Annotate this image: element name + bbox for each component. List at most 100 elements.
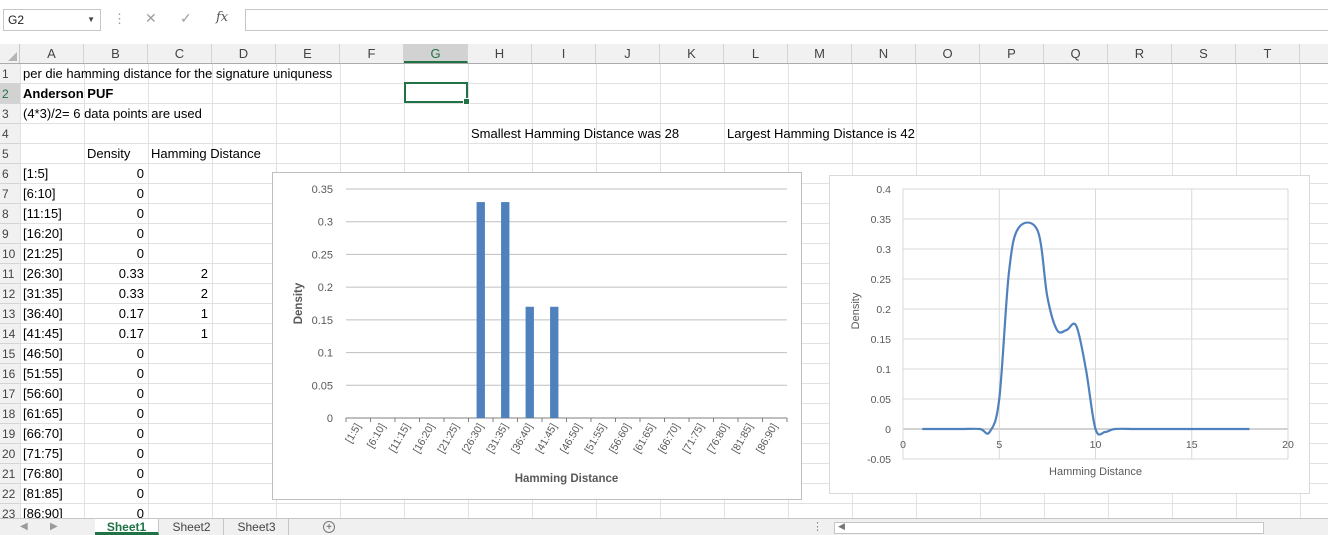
- cell-density[interactable]: 0.17: [118, 326, 144, 341]
- row-header-11[interactable]: 11: [0, 264, 20, 284]
- horizontal-scrollbar[interactable]: [834, 522, 1264, 534]
- cell-count[interactable]: [148, 184, 208, 204]
- cell-range[interactable]: [6:10]: [23, 186, 56, 201]
- cell-range[interactable]: [56:60]: [23, 386, 63, 401]
- cell-range[interactable]: [76:80]: [23, 466, 63, 481]
- row-header-1[interactable]: 1: [0, 64, 20, 84]
- cell-density[interactable]: 0.33: [118, 266, 144, 281]
- column-header-j[interactable]: J: [596, 44, 660, 63]
- cell-density[interactable]: 0: [136, 366, 144, 381]
- scroll-right-icon[interactable]: ▶: [50, 521, 58, 532]
- cell-count[interactable]: [148, 404, 208, 424]
- cell-density[interactable]: 0: [136, 406, 144, 421]
- row-header-18[interactable]: 18: [0, 404, 20, 424]
- cell-count[interactable]: [148, 424, 208, 444]
- row-header-22[interactable]: 22: [0, 484, 20, 504]
- cancel-icon[interactable]: ✕: [145, 10, 157, 26]
- cell-density[interactable]: 0: [136, 466, 144, 481]
- row-header-16[interactable]: 16: [0, 364, 20, 384]
- column-header-d[interactable]: D: [212, 44, 276, 63]
- cell-count[interactable]: [148, 464, 208, 484]
- cell-range[interactable]: [86:90]: [23, 506, 63, 518]
- cell-h4[interactable]: Smallest Hamming Distance was 28: [471, 126, 680, 141]
- row-header-2[interactable]: 2: [0, 84, 20, 104]
- cell-count[interactable]: [148, 244, 208, 264]
- cell-range[interactable]: [16:20]: [23, 226, 63, 241]
- cell-range[interactable]: [51:55]: [23, 366, 63, 381]
- column-header-h[interactable]: H: [468, 44, 532, 63]
- cell-count[interactable]: [148, 444, 208, 464]
- cell-density[interactable]: 0: [136, 206, 144, 221]
- column-header-b[interactable]: B: [84, 44, 148, 63]
- select-all-corner[interactable]: [0, 44, 20, 63]
- fill-handle[interactable]: [463, 98, 470, 105]
- cell-count[interactable]: 2: [200, 286, 208, 301]
- cell-l4[interactable]: Largest Hamming Distance is 42: [727, 126, 915, 141]
- cell-range[interactable]: [71:75]: [23, 446, 63, 461]
- histogram-chart[interactable]: 0 0.05 0.1 0.15 0.2 0.25 0.3 0.35 [1:5] [6:10] [11…: [272, 172, 802, 500]
- row-header-14[interactable]: 14: [0, 324, 20, 344]
- row-header-6[interactable]: 6: [0, 164, 20, 184]
- cell-count[interactable]: 1: [200, 326, 208, 341]
- row-header-8[interactable]: 8: [0, 204, 20, 224]
- scroll-left-icon[interactable]: ◀: [20, 521, 28, 532]
- density-line-chart[interactable]: -0.05 0 0.05 0.1 0.15 0.2 0.25 0.3 0.35 0.4 0 5 10 15…: [829, 175, 1310, 494]
- cell-range[interactable]: [61:65]: [23, 406, 63, 421]
- cell-range[interactable]: [46:50]: [23, 346, 63, 361]
- cell-count[interactable]: [148, 364, 208, 384]
- sheet-tab-sheet2[interactable]: Sheet2: [160, 519, 224, 535]
- sheet-tab-sheet1[interactable]: Sheet1: [95, 519, 159, 535]
- add-sheet-button[interactable]: +: [323, 521, 335, 533]
- cell-b5[interactable]: Density: [87, 146, 131, 161]
- row-header-23[interactable]: 23: [0, 504, 20, 518]
- cell-density[interactable]: 0: [136, 386, 144, 401]
- sheet-tab-sheet3[interactable]: Sheet3: [225, 519, 289, 535]
- enter-icon[interactable]: ✓: [180, 10, 192, 26]
- cell-density[interactable]: 0: [136, 446, 144, 461]
- insert-function-icon[interactable]: fx: [216, 10, 229, 25]
- column-header-s[interactable]: S: [1172, 44, 1236, 63]
- column-header-i[interactable]: I: [532, 44, 596, 63]
- cell-density[interactable]: 0.33: [118, 286, 144, 301]
- cell-range[interactable]: [36:40]: [23, 306, 63, 321]
- cell-range[interactable]: [31:35]: [23, 286, 63, 301]
- cell-count[interactable]: [148, 484, 208, 504]
- cell-range[interactable]: [11:15]: [23, 206, 62, 221]
- row-header-17[interactable]: 17: [0, 384, 20, 404]
- cell-density[interactable]: 0: [136, 246, 144, 261]
- row-header-15[interactable]: 15: [0, 344, 20, 364]
- cell-density[interactable]: 0: [136, 166, 144, 181]
- scroll-left-arrow-icon[interactable]: ◀: [838, 521, 845, 531]
- cell-count[interactable]: 2: [200, 266, 208, 281]
- cell-c5[interactable]: Hamming Distance: [151, 146, 261, 161]
- row-header-10[interactable]: 10: [0, 244, 20, 264]
- cell-range[interactable]: [81:85]: [23, 486, 63, 501]
- cell-density[interactable]: 0: [136, 426, 144, 441]
- column-header-e[interactable]: E: [276, 44, 340, 63]
- row-header-12[interactable]: 12: [0, 284, 20, 304]
- row-header-7[interactable]: 7: [0, 184, 20, 204]
- cell-density[interactable]: 0: [136, 226, 144, 241]
- cell-count[interactable]: [148, 384, 208, 404]
- column-header-f[interactable]: F: [340, 44, 404, 63]
- cell-count[interactable]: [148, 344, 208, 364]
- cell-range[interactable]: [21:25]: [23, 246, 63, 261]
- row-header-20[interactable]: 20: [0, 444, 20, 464]
- cell-density[interactable]: 0.17: [118, 306, 144, 321]
- cell-density[interactable]: 0: [136, 346, 144, 361]
- row-header-21[interactable]: 21: [0, 464, 20, 484]
- column-header-a[interactable]: A: [20, 44, 84, 63]
- cell-a3[interactable]: (4*3)/2= 6 data points are used: [23, 106, 202, 121]
- row-header-5[interactable]: 5: [0, 144, 20, 164]
- cell-density[interactable]: 0: [136, 506, 144, 518]
- cell-count[interactable]: [148, 504, 208, 518]
- cell-a1[interactable]: per die hamming distance for the signatu…: [23, 66, 333, 81]
- row-header-4[interactable]: 4: [0, 124, 20, 144]
- cell-count[interactable]: [148, 204, 208, 224]
- name-box[interactable]: G2 ▼: [3, 9, 101, 31]
- column-header-o[interactable]: O: [916, 44, 980, 63]
- row-header-19[interactable]: 19: [0, 424, 20, 444]
- column-header-c[interactable]: C: [148, 44, 212, 63]
- column-header-t[interactable]: T: [1236, 44, 1300, 63]
- cell-a2[interactable]: Anderson PUF: [23, 86, 114, 101]
